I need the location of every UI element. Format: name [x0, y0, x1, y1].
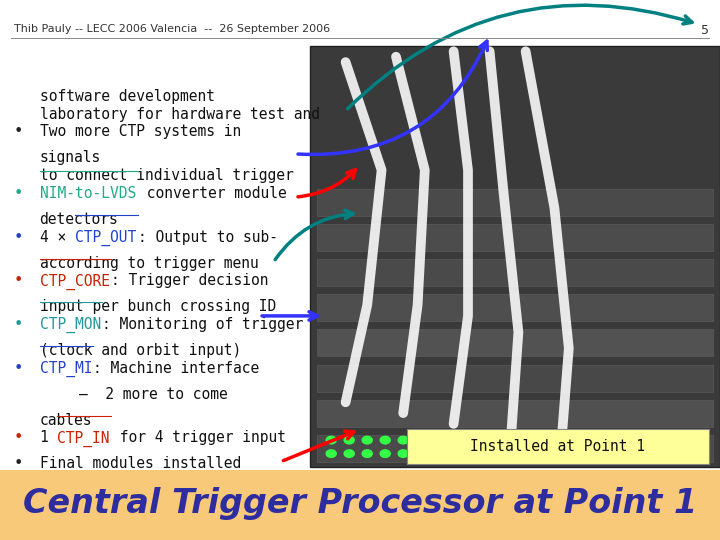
Text: CTP_MON: CTP_MON [40, 317, 101, 333]
Text: •: • [13, 230, 23, 245]
Text: : Trigger decision: : Trigger decision [111, 273, 269, 288]
Text: Thib Pauly -- LECC 2006 Valencia  --  26 September 2006: Thib Pauly -- LECC 2006 Valencia -- 26 S… [14, 24, 330, 35]
FancyBboxPatch shape [317, 329, 713, 356]
Text: CTP_CORE: CTP_CORE [40, 273, 109, 289]
Text: 1: 1 [40, 430, 57, 445]
Text: 5: 5 [701, 24, 709, 37]
FancyBboxPatch shape [317, 189, 713, 216]
Text: •: • [13, 361, 23, 376]
Text: : Machine interface: : Machine interface [93, 361, 259, 376]
Text: •: • [13, 186, 23, 201]
Circle shape [362, 436, 372, 444]
Text: •: • [13, 124, 23, 139]
Text: cables: cables [40, 413, 92, 428]
Text: •: • [13, 317, 23, 332]
Circle shape [326, 450, 336, 457]
Text: CTP_MI: CTP_MI [40, 361, 92, 377]
Text: to connect individual trigger: to connect individual trigger [40, 168, 293, 183]
Text: •: • [13, 430, 23, 445]
Text: Installed at Point 1: Installed at Point 1 [470, 440, 646, 454]
Circle shape [362, 450, 372, 457]
FancyBboxPatch shape [317, 400, 713, 427]
Text: Two more CTP systems in: Two more CTP systems in [40, 124, 241, 139]
Circle shape [380, 450, 390, 457]
Text: –  2 more to come: – 2 more to come [79, 387, 228, 402]
Text: NIM-to-LVDS: NIM-to-LVDS [40, 186, 136, 201]
Circle shape [344, 436, 354, 444]
Text: CTP_OUT: CTP_OUT [76, 230, 137, 246]
Text: signals: signals [40, 150, 101, 165]
Text: (clock and orbit input): (clock and orbit input) [40, 343, 241, 358]
Circle shape [434, 450, 444, 457]
Text: : Output to sub-: : Output to sub- [138, 230, 278, 245]
Text: according to trigger menu: according to trigger menu [40, 255, 258, 271]
Text: input per bunch crossing ID: input per bunch crossing ID [40, 299, 276, 314]
Text: •: • [13, 456, 23, 471]
Circle shape [380, 436, 390, 444]
FancyBboxPatch shape [317, 224, 713, 251]
FancyBboxPatch shape [317, 364, 713, 391]
FancyBboxPatch shape [317, 435, 713, 462]
Text: CTP_IN: CTP_IN [58, 430, 110, 447]
Circle shape [434, 436, 444, 444]
FancyBboxPatch shape [407, 429, 709, 464]
Text: software development: software development [40, 89, 215, 104]
Circle shape [416, 436, 426, 444]
Text: converter module: converter module [138, 186, 287, 201]
Circle shape [398, 436, 408, 444]
FancyBboxPatch shape [317, 294, 713, 321]
Text: for 4 trigger input: for 4 trigger input [111, 430, 286, 445]
Text: Final modules installed: Final modules installed [40, 456, 241, 471]
Text: detectors: detectors [40, 212, 118, 227]
Text: Central Trigger Processor at Point 1: Central Trigger Processor at Point 1 [23, 487, 697, 520]
Circle shape [326, 436, 336, 444]
FancyBboxPatch shape [0, 470, 720, 540]
Circle shape [344, 450, 354, 457]
Text: : Monitoring of trigger: : Monitoring of trigger [102, 317, 303, 332]
FancyBboxPatch shape [317, 259, 713, 286]
Text: 4 ×: 4 × [40, 230, 75, 245]
Text: •: • [13, 273, 23, 288]
Circle shape [416, 450, 426, 457]
Text: laboratory for hardware test and: laboratory for hardware test and [40, 106, 320, 122]
FancyBboxPatch shape [310, 46, 720, 467]
Circle shape [398, 450, 408, 457]
